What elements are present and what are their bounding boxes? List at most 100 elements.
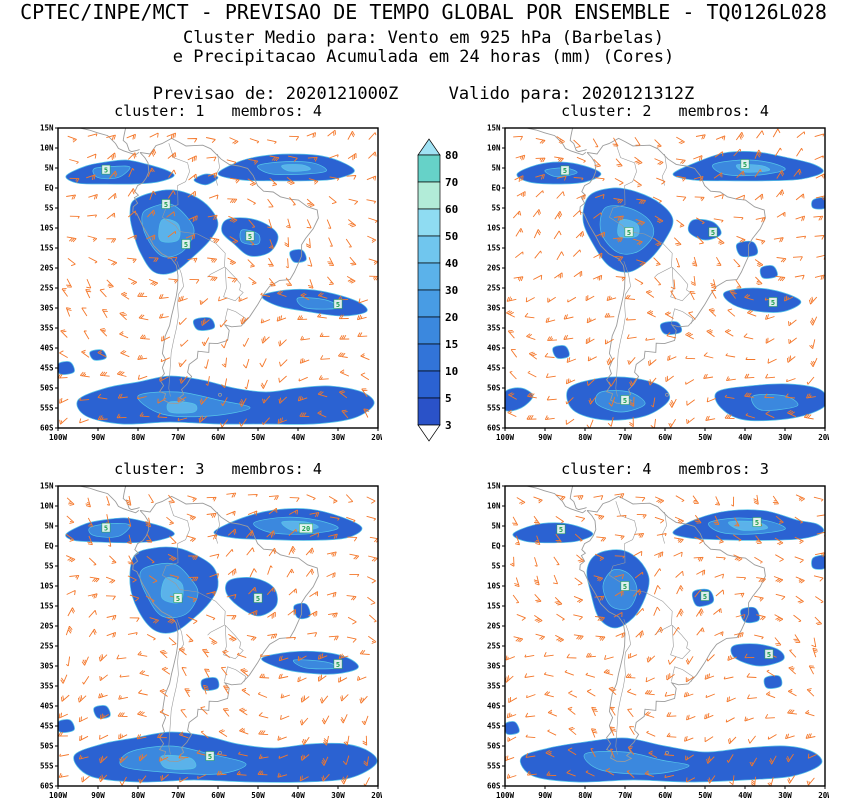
svg-text:10S: 10S: [40, 582, 54, 591]
svg-text:55S: 55S: [40, 762, 54, 771]
svg-text:5: 5: [623, 397, 627, 405]
svg-text:5S: 5S: [44, 562, 54, 571]
svg-text:70W: 70W: [618, 433, 632, 442]
svg-text:90W: 90W: [91, 433, 105, 442]
svg-text:60W: 60W: [211, 791, 225, 800]
svg-text:5: 5: [755, 519, 759, 527]
wind-barbs: [58, 129, 378, 428]
map-content: 5 5 5 5 5 5: [505, 128, 825, 428]
svg-text:20W: 20W: [818, 791, 829, 800]
svg-text:70W: 70W: [618, 791, 632, 800]
svg-text:70W: 70W: [171, 791, 185, 800]
svg-text:90W: 90W: [91, 791, 105, 800]
svg-text:EQ: EQ: [44, 542, 54, 551]
forecast-times: Previsao de: 2020121000Z Valido para: 20…: [0, 84, 847, 104]
cluster-4-map: 5 5 5 5 5 15N 10N 5N EQ 5S 10S 15S 20S 25S 30S 35S 40S 45…: [487, 482, 829, 800]
svg-text:60W: 60W: [658, 791, 672, 800]
colorbar-segment: [417, 181, 441, 210]
cluster-1-title: cluster: 1 membros: 4: [114, 102, 322, 120]
svg-text:5: 5: [184, 241, 188, 249]
svg-text:5: 5: [563, 167, 567, 175]
coastline: [526, 486, 766, 763]
subtitle-line-2: e Precipitacao Acumulada em 24 horas (mm…: [172, 47, 675, 67]
cluster-panel-1: cluster: 1 membros: 4 5 5 5 5 5 15N 10N 5N EQ 5S 1…: [30, 102, 382, 454]
contour-labels: 5 5 5 5 5: [101, 164, 343, 309]
svg-text:40S: 40S: [487, 344, 501, 353]
svg-text:10N: 10N: [487, 144, 501, 153]
svg-text:100W: 100W: [496, 433, 515, 442]
svg-text:45S: 45S: [40, 364, 54, 373]
svg-text:5S: 5S: [44, 204, 54, 213]
svg-text:30W: 30W: [331, 791, 345, 800]
init-time-label: Previsao de: 2020121000Z: [152, 84, 399, 104]
lon-axis: 100W 90W 80W 70W 60W 50W 40W 30W 20W: [496, 428, 829, 442]
svg-text:5: 5: [623, 583, 627, 591]
svg-text:5: 5: [627, 229, 631, 237]
svg-text:20: 20: [445, 311, 458, 324]
svg-text:3: 3: [445, 419, 452, 432]
cluster-1-map: 5 5 5 5 5 15N 10N 5N EQ 5S 10S 15S 20S 25S 30S 35S 40S 45…: [40, 124, 382, 442]
svg-text:50S: 50S: [40, 742, 54, 751]
svg-text:EQ: EQ: [44, 184, 54, 193]
svg-text:40S: 40S: [40, 344, 54, 353]
svg-text:30W: 30W: [778, 791, 792, 800]
svg-text:25S: 25S: [487, 642, 501, 651]
colorbar-segment: [417, 235, 441, 264]
svg-text:5: 5: [164, 201, 168, 209]
svg-text:100W: 100W: [49, 433, 68, 442]
svg-text:30: 30: [445, 284, 458, 297]
svg-text:EQ: EQ: [491, 184, 501, 193]
svg-text:40W: 40W: [738, 433, 752, 442]
valid-time-label: Valido para: 2020121312Z: [448, 84, 695, 104]
svg-text:25S: 25S: [40, 642, 54, 651]
svg-text:50W: 50W: [251, 433, 265, 442]
wind-barbs: [506, 128, 825, 428]
map-content: 5 20 5 5 5 5: [58, 486, 378, 786]
svg-text:30W: 30W: [331, 433, 345, 442]
svg-text:70W: 70W: [171, 433, 185, 442]
map-content: 5 5 5 5 5: [505, 486, 825, 786]
svg-text:60W: 60W: [658, 433, 672, 442]
svg-text:35S: 35S: [40, 682, 54, 691]
svg-text:50S: 50S: [487, 384, 501, 393]
svg-text:15S: 15S: [40, 244, 54, 253]
svg-text:50W: 50W: [251, 791, 265, 800]
svg-text:5: 5: [771, 299, 775, 307]
svg-text:15S: 15S: [487, 602, 501, 611]
svg-text:40S: 40S: [40, 702, 54, 711]
colorbar-segment: [417, 154, 441, 183]
svg-text:55S: 55S: [40, 404, 54, 413]
svg-text:25S: 25S: [40, 284, 54, 293]
svg-text:20S: 20S: [487, 264, 501, 273]
lat-axis: 15N 10N 5N EQ 5S 10S 15S 20S 25S 30S 35S 40S 45S 50S 5…: [487, 482, 505, 791]
svg-text:40: 40: [445, 257, 458, 270]
svg-text:5: 5: [336, 301, 340, 309]
svg-text:35S: 35S: [487, 682, 501, 691]
svg-text:30S: 30S: [40, 662, 54, 671]
svg-text:30S: 30S: [487, 662, 501, 671]
svg-text:5S: 5S: [491, 204, 501, 213]
colorbar-svg: 80 70 60 50 40 30 20 15 10 5 3: [417, 138, 458, 442]
svg-text:30S: 30S: [487, 304, 501, 313]
svg-text:55S: 55S: [487, 404, 501, 413]
colorbar-segment: [417, 262, 441, 291]
coastline: [79, 128, 319, 405]
lat-axis: 15N 10N 5N EQ 5S 10S 15S 20S 25S 30S 35S 40S 45S 50S 5…: [487, 124, 505, 433]
svg-text:55S: 55S: [487, 762, 501, 771]
svg-text:20: 20: [302, 525, 310, 533]
svg-text:5: 5: [176, 595, 180, 603]
svg-text:35S: 35S: [487, 324, 501, 333]
svg-text:20W: 20W: [371, 433, 382, 442]
svg-text:5: 5: [256, 595, 260, 603]
svg-text:10S: 10S: [487, 224, 501, 233]
cluster-4-title: cluster: 4 membros: 3: [561, 460, 769, 478]
svg-text:20W: 20W: [818, 433, 829, 442]
contour-labels: 5 5 5 5 5: [556, 517, 774, 659]
precip-shading: [505, 151, 825, 422]
svg-text:5: 5: [743, 161, 747, 169]
colorbar-segment: [417, 397, 441, 426]
colorbar-arrow-bottom: [417, 424, 441, 442]
cluster-2-title: cluster: 2 membros: 4: [561, 102, 769, 120]
svg-text:90W: 90W: [538, 791, 552, 800]
